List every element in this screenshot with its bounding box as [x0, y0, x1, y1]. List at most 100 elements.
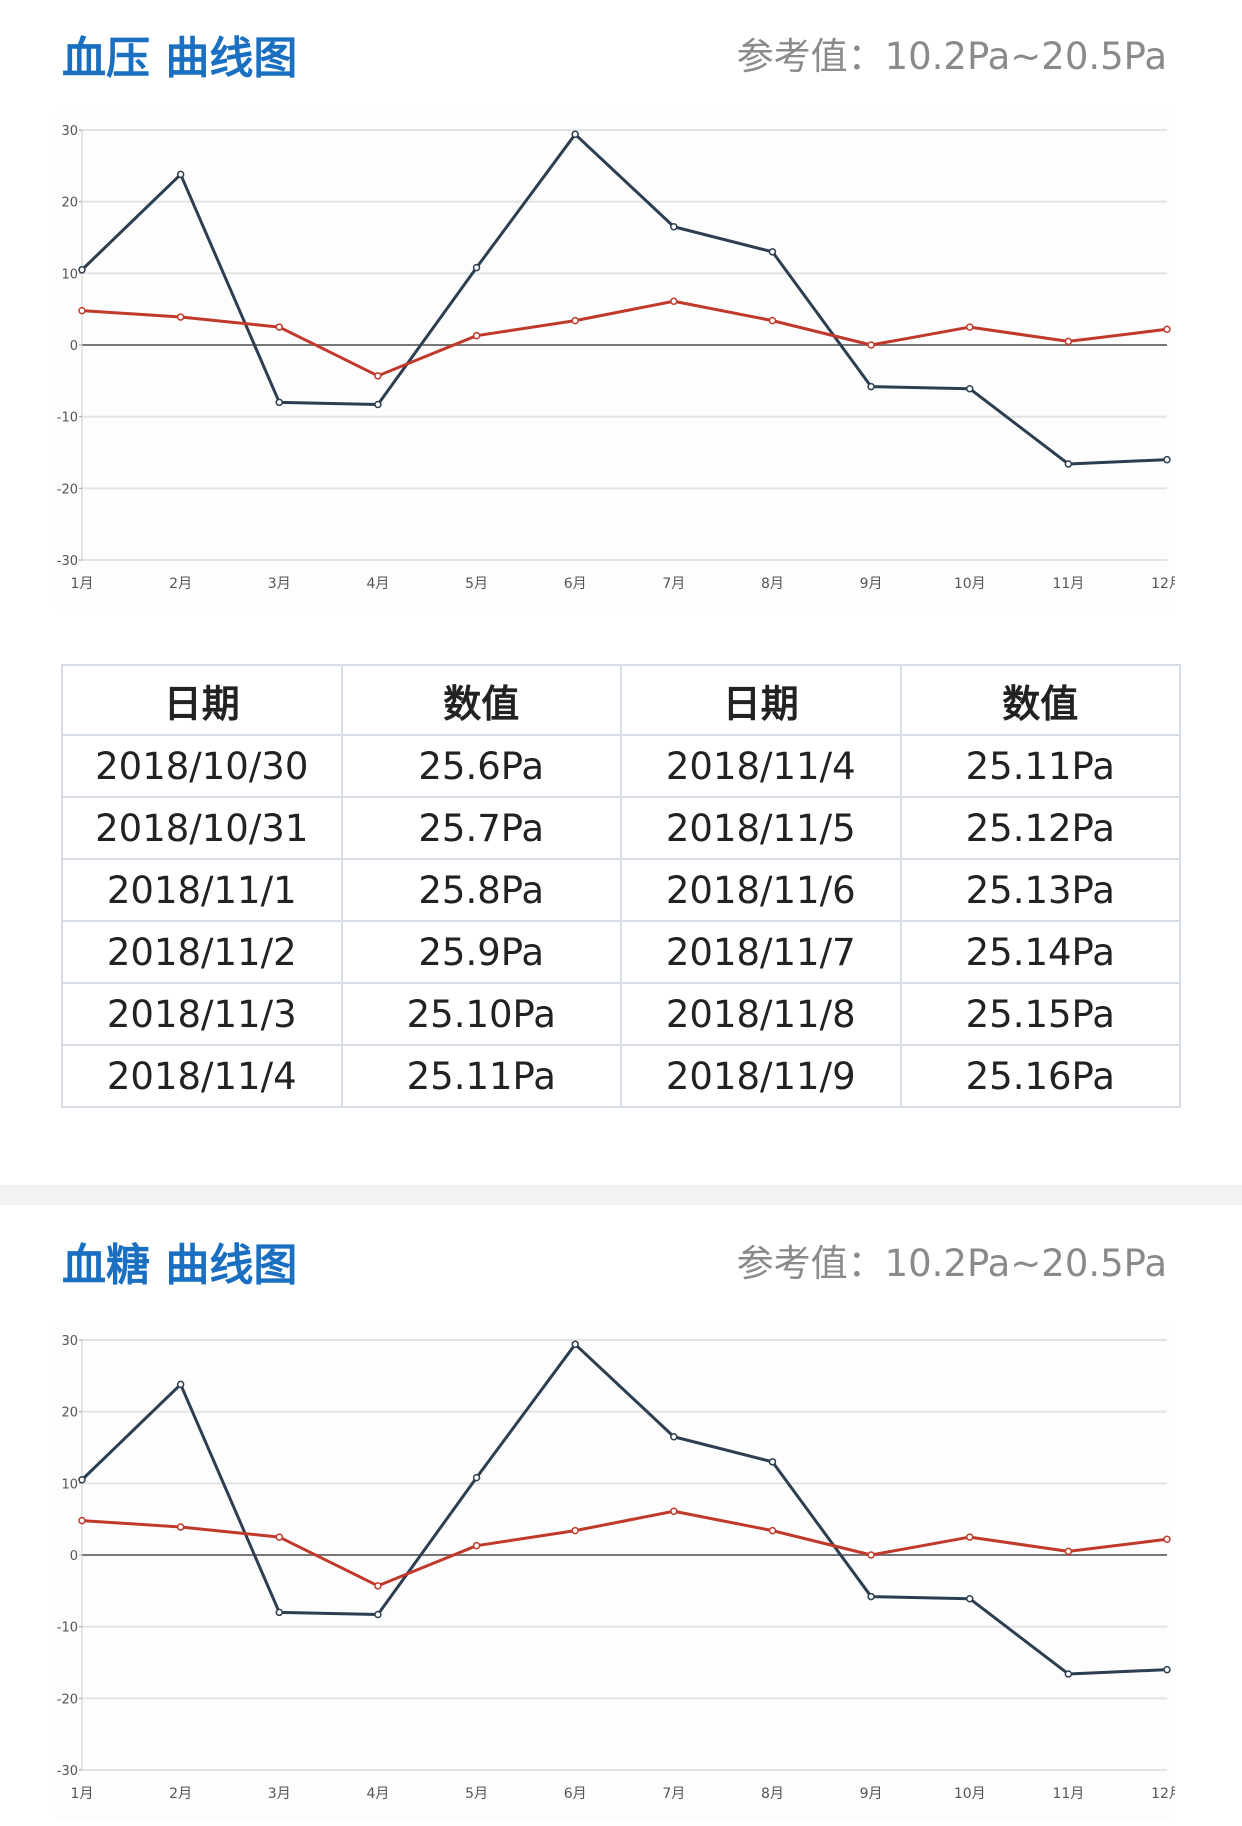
y-tick-label: 20	[61, 196, 78, 211]
data-point	[78, 1516, 86, 1525]
y-tick-label: -20	[57, 482, 78, 497]
series-line	[81, 299, 1168, 378]
value-cell: 25.11Pa	[899, 734, 1181, 798]
series-line	[80, 1342, 1168, 1676]
data-point	[670, 297, 678, 306]
value-cell: 25.16Pa	[899, 1044, 1181, 1108]
section-title: 血压 曲线图	[62, 33, 298, 84]
y-tick-label: 10	[61, 267, 78, 282]
data-point	[768, 1526, 777, 1535]
data-point	[571, 130, 579, 139]
x-tick-label: 1月	[71, 1786, 94, 1802]
date-cell: 2018/11/9	[620, 1044, 902, 1108]
value-cell: 25.12Pa	[899, 796, 1181, 860]
header-value: 数值	[340, 664, 622, 736]
value-cell: 25.14Pa	[899, 920, 1181, 984]
value-cell: 25.11Pa	[340, 1044, 622, 1108]
header-date: 日期	[61, 664, 343, 736]
blood-pressure-line-chart: 30 20 10 0 -10 -20 -30 1月 2月 3月 4月 5月 6月 7月 8月 9月 10月 11月…	[57, 124, 1175, 592]
data-point	[1064, 1670, 1073, 1678]
data-point	[78, 1476, 86, 1484]
data-point	[571, 1526, 579, 1535]
blood-sugar-chart: 30 20 10 0 -10 -20 -30 1月 2月 3月 4月 5月 6月 7月 8月 9月 10月 11月…	[55, 1320, 1175, 1820]
data-point	[867, 1551, 875, 1559]
data-point	[176, 1523, 185, 1531]
data-point	[768, 248, 777, 256]
x-tick-label: 7月	[662, 576, 685, 592]
value-cell: 25.13Pa	[899, 858, 1181, 922]
x-tick-label: 10月	[954, 576, 986, 592]
data-point	[472, 263, 481, 272]
y-tick-label: -20	[57, 1692, 78, 1707]
series-line	[81, 1509, 1168, 1588]
data-point	[176, 170, 185, 179]
data-point	[374, 400, 382, 409]
x-tick-label: 9月	[860, 576, 883, 592]
data-point	[176, 1380, 185, 1389]
data-point	[1163, 325, 1171, 333]
data-point	[374, 372, 382, 380]
date-cell: 2018/11/3	[61, 982, 343, 1046]
x-tick-label: 9月	[860, 1786, 883, 1802]
data-point	[1163, 455, 1171, 464]
x-tick-label: 8月	[761, 1786, 784, 1802]
table-row: 2018/11/1 25.8Pa 2018/11/6 25.13Pa	[61, 858, 1181, 922]
x-tick-label: 1月	[71, 576, 94, 592]
y-tick-label: 0	[70, 339, 78, 354]
table-row: 2018/11/2 25.9Pa 2018/11/7 25.14Pa	[61, 920, 1181, 984]
y-tick-label: -10	[57, 1621, 78, 1636]
reference-range: 参考值：10.2Pa~20.5Pa	[736, 1242, 1167, 1285]
data-point	[670, 223, 678, 231]
date-cell: 2018/11/2	[61, 920, 343, 984]
blood-sugar-line-chart: 30 20 10 0 -10 -20 -30 1月 2月 3月 4月 5月 6月 7月 8月 9月 10月 11月…	[57, 1334, 1175, 1802]
date-cell: 2018/11/6	[620, 858, 902, 922]
blood-pressure-section: 血压 曲线图 参考值：10.2Pa~20.5Pa 30 20 10 0 -10 -20 -3…	[55, 33, 1175, 610]
blood-sugar-section: 血糖 曲线图 参考值：10.2Pa~20.5Pa 30 20 10 0 -10 -20 -3…	[0, 1205, 1242, 1826]
data-point	[867, 341, 875, 349]
data-point	[1163, 1665, 1171, 1674]
data-point	[670, 1433, 678, 1441]
date-cell: 2018/11/5	[620, 796, 902, 860]
x-tick-label: 6月	[564, 576, 587, 592]
table-row: 2018/10/30 25.6Pa 2018/11/4 25.11Pa	[61, 734, 1181, 798]
header-date: 日期	[620, 664, 902, 736]
value-cell: 25.7Pa	[340, 796, 622, 860]
blood-pressure-chart: 30 20 10 0 -10 -20 -30 1月 2月 3月 4月 5月 6月 7月 8月 9月 10月 11月…	[55, 110, 1175, 610]
y-tick-label: -30	[57, 1764, 78, 1779]
x-tick-label: 5月	[465, 1786, 488, 1802]
x-tick-label: 4月	[366, 576, 389, 592]
reference-range: 参考值：10.2Pa~20.5Pa	[736, 35, 1167, 78]
value-cell: 25.15Pa	[899, 982, 1181, 1046]
data-point	[78, 266, 86, 274]
x-tick-label: 6月	[564, 1786, 587, 1802]
data-point	[472, 331, 481, 340]
data-point	[1064, 337, 1073, 346]
data-point	[768, 1458, 777, 1466]
data-point	[472, 1541, 481, 1550]
date-cell: 2018/11/1	[61, 858, 343, 922]
data-point	[670, 1507, 678, 1516]
value-cell: 25.10Pa	[340, 982, 622, 1046]
data-point	[965, 1533, 974, 1541]
value-cell: 25.6Pa	[340, 734, 622, 798]
data-point	[965, 323, 974, 331]
data-point	[1064, 460, 1073, 468]
x-tick-label: 11月	[1052, 1786, 1084, 1802]
data-point	[275, 398, 284, 407]
header-value: 数值	[899, 664, 1181, 736]
section-divider	[0, 1185, 1242, 1205]
data-point	[176, 313, 185, 321]
table-header-row: 日期 数值 日期 数值	[61, 664, 1181, 736]
data-point	[571, 1340, 579, 1349]
data-point	[965, 1594, 974, 1603]
y-tick-label: 30	[61, 1334, 78, 1349]
table-row: 2018/11/4 25.11Pa 2018/11/9 25.16Pa	[61, 1044, 1181, 1108]
x-tick-label: 11月	[1052, 576, 1084, 592]
data-point	[472, 1473, 481, 1482]
value-cell: 25.8Pa	[340, 858, 622, 922]
x-tick-label: 7月	[662, 1786, 685, 1802]
x-tick-label: 2月	[169, 576, 192, 592]
date-cell: 2018/10/31	[61, 796, 343, 860]
date-cell: 2018/11/8	[620, 982, 902, 1046]
y-tick-label: 0	[70, 1549, 78, 1564]
